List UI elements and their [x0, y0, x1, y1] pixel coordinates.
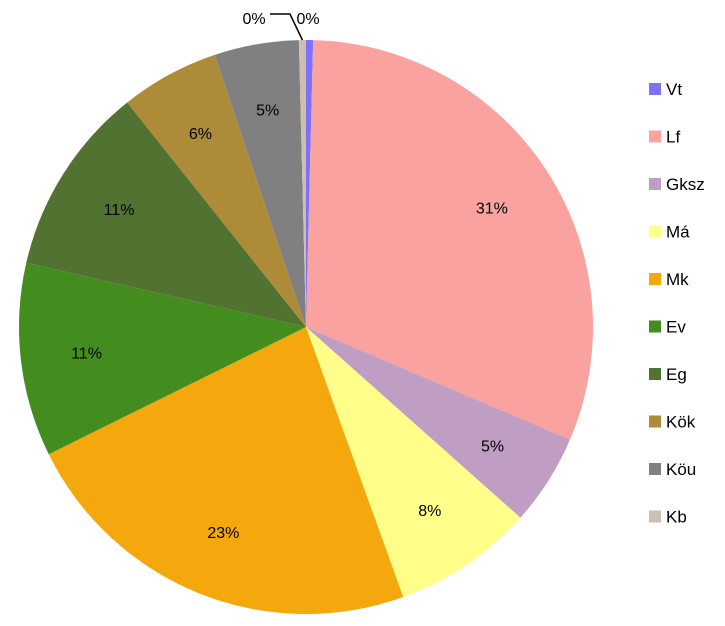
legend-label-ma: Má [666, 223, 690, 242]
pie-slices [18, 40, 593, 615]
legend-swatch-ev [649, 320, 661, 333]
data-label-lf: 31% [476, 201, 508, 218]
legend-label-mk: Mk [666, 270, 689, 289]
slice-kb [298, 40, 306, 327]
slice-eg [26, 102, 307, 327]
legend-label-vt: Vt [666, 80, 682, 99]
legend-swatch-ma [649, 225, 661, 238]
slice-vt [306, 40, 314, 327]
slice-gksz [306, 327, 570, 518]
legend-swatch-mk [649, 273, 661, 285]
legend-label-kou: Köu [666, 460, 696, 479]
legend-label-lf: Lf [666, 128, 680, 147]
slice-kok [127, 54, 307, 328]
pie-data-labels: 0% 31% 5% 8% 23% 11% 11% 6% 5% 0% [71, 11, 508, 542]
legend: Vt Lf Gksz Má Mk Ev Eg Kök Köu Kb [649, 80, 705, 527]
legend-label-ev: Ev [666, 318, 686, 337]
legend-swatch-vt [649, 83, 661, 95]
legend-label-eg: Eg [666, 365, 687, 384]
data-label-mk: 23% [207, 525, 239, 542]
legend-swatch-eg [649, 368, 661, 380]
legend-swatch-kb [649, 510, 661, 523]
slice-lf [306, 40, 593, 440]
data-label-gksz: 5% [481, 438, 504, 455]
legend-label-kb: Kb [666, 508, 687, 527]
slice-mk [48, 327, 404, 615]
data-label-ma: 8% [418, 503, 441, 520]
data-label-vt: 0% [296, 11, 319, 28]
data-label-kok: 6% [189, 126, 212, 143]
leader-line-kb [270, 13, 304, 41]
legend-swatch-kok [649, 415, 661, 428]
data-label-kb: 0% [242, 11, 265, 28]
slice-ev [18, 262, 306, 455]
legend-swatch-lf [649, 130, 661, 143]
legend-swatch-kou [649, 463, 661, 475]
legend-label-gksz: Gksz [666, 175, 705, 194]
data-label-ev: 11% [71, 346, 102, 363]
legend-label-kok: Kök [666, 413, 696, 432]
data-label-eg: 11% [104, 202, 135, 219]
slice-kou [214, 40, 306, 328]
legend-swatch-gksz [649, 178, 661, 190]
data-label-kou: 5% [256, 102, 279, 119]
slice-ma [306, 327, 521, 598]
